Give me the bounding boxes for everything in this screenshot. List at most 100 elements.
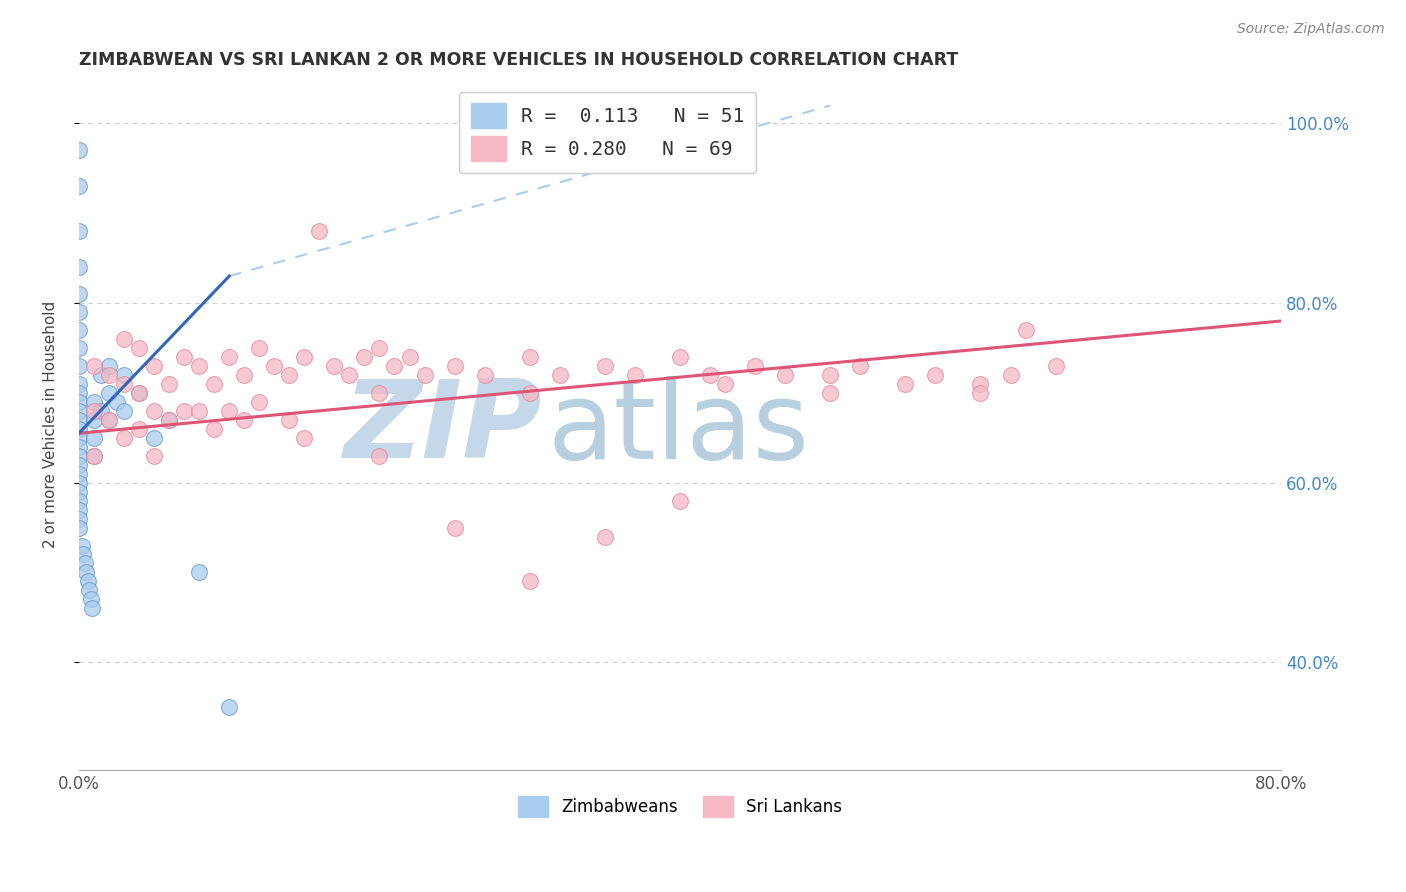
Point xyxy=(67,404,90,418)
Point xyxy=(173,404,195,418)
Point xyxy=(67,305,90,319)
Point xyxy=(969,385,991,400)
Point xyxy=(773,368,796,382)
Point xyxy=(105,394,128,409)
Text: Source: ZipAtlas.com: Source: ZipAtlas.com xyxy=(1237,22,1385,37)
Point xyxy=(624,368,647,382)
Point xyxy=(67,422,90,436)
Point xyxy=(308,224,330,238)
Point xyxy=(67,431,90,445)
Point xyxy=(1014,323,1036,337)
Point xyxy=(263,359,285,373)
Point xyxy=(143,404,166,418)
Point xyxy=(474,368,496,382)
Point xyxy=(699,368,721,382)
Point xyxy=(67,502,90,516)
Point xyxy=(67,493,90,508)
Point xyxy=(73,557,96,571)
Point xyxy=(593,359,616,373)
Point xyxy=(924,368,946,382)
Point xyxy=(894,376,917,391)
Point xyxy=(67,341,90,355)
Point xyxy=(368,449,391,463)
Point xyxy=(67,440,90,454)
Point xyxy=(202,376,225,391)
Point xyxy=(1000,368,1022,382)
Legend: Zimbabweans, Sri Lankans: Zimbabweans, Sri Lankans xyxy=(512,789,849,824)
Point xyxy=(128,385,150,400)
Point xyxy=(218,350,240,364)
Point xyxy=(83,449,105,463)
Point xyxy=(292,431,315,445)
Point xyxy=(112,376,135,391)
Point xyxy=(143,449,166,463)
Point xyxy=(98,359,121,373)
Point xyxy=(67,323,90,337)
Y-axis label: 2 or more Vehicles in Household: 2 or more Vehicles in Household xyxy=(44,301,58,548)
Point xyxy=(278,413,301,427)
Point xyxy=(67,475,90,490)
Point xyxy=(548,368,571,382)
Point xyxy=(233,368,256,382)
Point xyxy=(67,144,90,158)
Point xyxy=(67,449,90,463)
Point xyxy=(368,341,391,355)
Point xyxy=(247,341,270,355)
Point xyxy=(157,413,180,427)
Point xyxy=(157,413,180,427)
Point xyxy=(72,548,94,562)
Point xyxy=(368,385,391,400)
Point xyxy=(112,332,135,346)
Point xyxy=(143,359,166,373)
Point xyxy=(669,350,692,364)
Point xyxy=(519,385,541,400)
Point xyxy=(413,368,436,382)
Point xyxy=(339,368,361,382)
Point xyxy=(77,574,100,589)
Point xyxy=(98,413,121,427)
Point xyxy=(83,359,105,373)
Point xyxy=(67,413,90,427)
Point xyxy=(188,404,211,418)
Point xyxy=(353,350,375,364)
Point xyxy=(714,376,737,391)
Point xyxy=(202,422,225,436)
Point xyxy=(83,404,105,418)
Point xyxy=(67,359,90,373)
Point xyxy=(67,260,90,274)
Point xyxy=(519,574,541,589)
Point xyxy=(67,376,90,391)
Point xyxy=(98,385,121,400)
Point xyxy=(82,601,104,615)
Point xyxy=(233,413,256,427)
Point xyxy=(67,511,90,525)
Point xyxy=(83,431,105,445)
Point xyxy=(128,341,150,355)
Point xyxy=(818,385,841,400)
Point xyxy=(128,422,150,436)
Point xyxy=(443,520,465,534)
Point xyxy=(173,350,195,364)
Point xyxy=(849,359,872,373)
Point xyxy=(292,350,315,364)
Point xyxy=(398,350,420,364)
Point xyxy=(80,592,103,607)
Point xyxy=(218,404,240,418)
Point xyxy=(323,359,346,373)
Text: atlas: atlas xyxy=(548,376,810,482)
Point xyxy=(818,368,841,382)
Point xyxy=(112,404,135,418)
Point xyxy=(67,287,90,301)
Point xyxy=(67,484,90,499)
Point xyxy=(969,376,991,391)
Text: ZIMBABWEAN VS SRI LANKAN 2 OR MORE VEHICLES IN HOUSEHOLD CORRELATION CHART: ZIMBABWEAN VS SRI LANKAN 2 OR MORE VEHIC… xyxy=(79,51,959,69)
Point xyxy=(90,404,112,418)
Point xyxy=(83,449,105,463)
Point xyxy=(128,385,150,400)
Point xyxy=(83,394,105,409)
Point xyxy=(247,394,270,409)
Point xyxy=(218,700,240,714)
Point xyxy=(1045,359,1067,373)
Point xyxy=(79,583,101,598)
Point xyxy=(75,566,97,580)
